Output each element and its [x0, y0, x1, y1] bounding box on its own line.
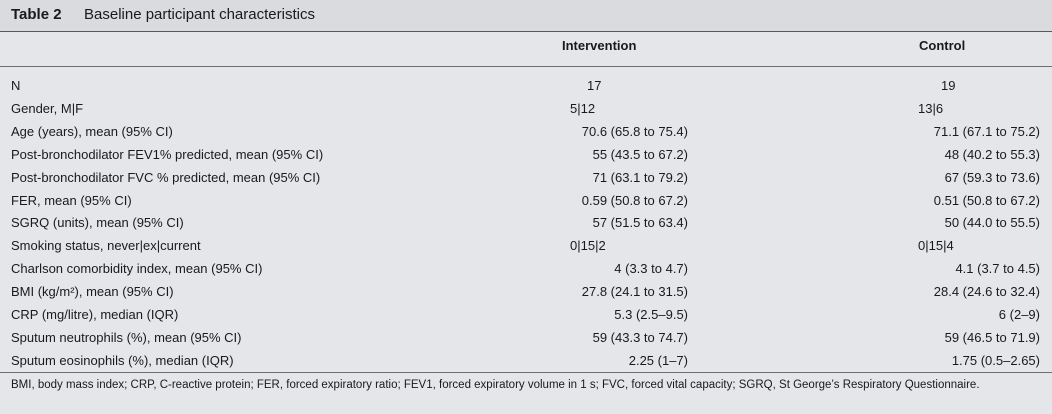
- row-label: Sputum neutrophils (%), mean (95% CI): [11, 329, 242, 345]
- table-title: Baseline participant characteristics: [84, 6, 315, 23]
- intervention-value: 59 (43.3 to 74.7): [592, 329, 688, 345]
- control-value: 6 (2–9): [998, 307, 1040, 322]
- table-row: Charlson comorbidity index, mean (95% CI…: [0, 258, 1052, 280]
- control-value: 13|6: [918, 100, 944, 116]
- control-value: 48 (40.2 to 55.3): [944, 146, 1040, 162]
- control-value: 1.75 (0.5–2.65): [951, 352, 1040, 368]
- table-row: Age (years), mean (95% CI) 70.6 (65.8 to …: [0, 121, 1052, 143]
- table-row: SGRQ (units), mean (95% CI) 57 (51.5 to 6…: [0, 212, 1052, 234]
- intervention-value: 0|15|2: [570, 238, 606, 254]
- row-label: CRP (mg/litre), median (IQR): [11, 307, 179, 322]
- intervention-value: 55 (43.5 to 67.2): [592, 146, 688, 162]
- table-footnote: BMI, body mass index; CRP, C-reactive pr…: [11, 379, 980, 391]
- intervention-value: 2.25 (1–7): [628, 352, 688, 368]
- control-value: 19: [941, 78, 956, 93]
- control-value: 0.51 (50.8 to 67.2): [933, 192, 1040, 208]
- table-row: Sputum eosinophils (%), median (IQR) 2.25…: [0, 350, 1052, 372]
- intervention-value: 27.8 (24.1 to 31.5): [581, 284, 688, 300]
- table-row: Post-bronchodilator FVC % predicted, mea…: [0, 167, 1052, 189]
- row-label: SGRQ (units), mean (95% CI): [11, 215, 184, 231]
- row-label: Gender, M|F: [11, 100, 84, 116]
- row-label: FER, mean (95% CI): [11, 192, 132, 208]
- row-label: Sputum eosinophils (%), median (IQR): [11, 352, 234, 368]
- row-label: Post-bronchodilator FVC % predicted, mea…: [11, 169, 321, 185]
- intervention-value: 5.3 (2.5–9.5): [614, 307, 688, 322]
- intervention-value: 0.59 (50.8 to 67.2): [581, 192, 688, 208]
- row-label: Post-bronchodilator FEV1% predicted, mea…: [11, 146, 324, 162]
- control-value: 0|15|4: [918, 238, 954, 254]
- column-header-control: Control: [919, 38, 966, 53]
- control-value: 50 (44.0 to 55.5): [944, 215, 1040, 231]
- control-value: 59 (46.5 to 71.9): [944, 329, 1040, 345]
- control-value: 28.4 (24.6 to 32.4): [933, 284, 1040, 300]
- intervention-value: 17: [587, 78, 602, 93]
- row-label: Smoking status, never|ex|current: [11, 238, 201, 254]
- control-value: 67 (59.3 to 73.6): [944, 169, 1040, 185]
- header-divider: [0, 66, 1052, 67]
- table-row: Post-bronchodilator FEV1% predicted, mea…: [0, 144, 1052, 166]
- column-header-intervention: Intervention: [562, 38, 637, 53]
- table-row: N 17 19: [0, 75, 1052, 97]
- table-row: BMI (kg/m²), mean (95% CI) 27.8 (24.1 to …: [0, 281, 1052, 303]
- table-row: CRP (mg/litre), median (IQR) 5.3 (2.5–9.5…: [0, 304, 1052, 326]
- table-row: Sputum neutrophils (%), mean (95% CI) 59 …: [0, 327, 1052, 349]
- intervention-value: 4 (3.3 to 4.7): [614, 261, 688, 277]
- row-label: Age (years), mean (95% CI): [11, 123, 173, 139]
- table-row: Gender, M|F 5|12 13|6: [0, 98, 1052, 120]
- intervention-value: 5|12: [570, 100, 596, 116]
- intervention-value: 70.6 (65.8 to 75.4): [581, 123, 688, 139]
- row-label: BMI (kg/m²), mean (95% CI): [11, 284, 174, 300]
- table-title-bar: Table 2 Baseline participant characteris…: [0, 0, 1052, 32]
- intervention-value: 57 (51.5 to 63.4): [592, 215, 688, 231]
- table-number: Table 2: [11, 6, 62, 23]
- control-value: 71.1 (67.1 to 75.2): [933, 123, 1040, 139]
- table-bottom-divider: [0, 372, 1052, 373]
- row-label: Charlson comorbidity index, mean (95% CI…: [11, 261, 263, 277]
- intervention-value: 71 (63.1 to 79.2): [592, 169, 688, 185]
- table-row: Smoking status, never|ex|current 0|15|2 0|…: [0, 235, 1052, 257]
- table-row: FER, mean (95% CI) 0.59 (50.8 to 67.2) 0.5…: [0, 190, 1052, 212]
- control-value: 4.1 (3.7 to 4.5): [955, 261, 1040, 277]
- row-label: N: [11, 78, 21, 93]
